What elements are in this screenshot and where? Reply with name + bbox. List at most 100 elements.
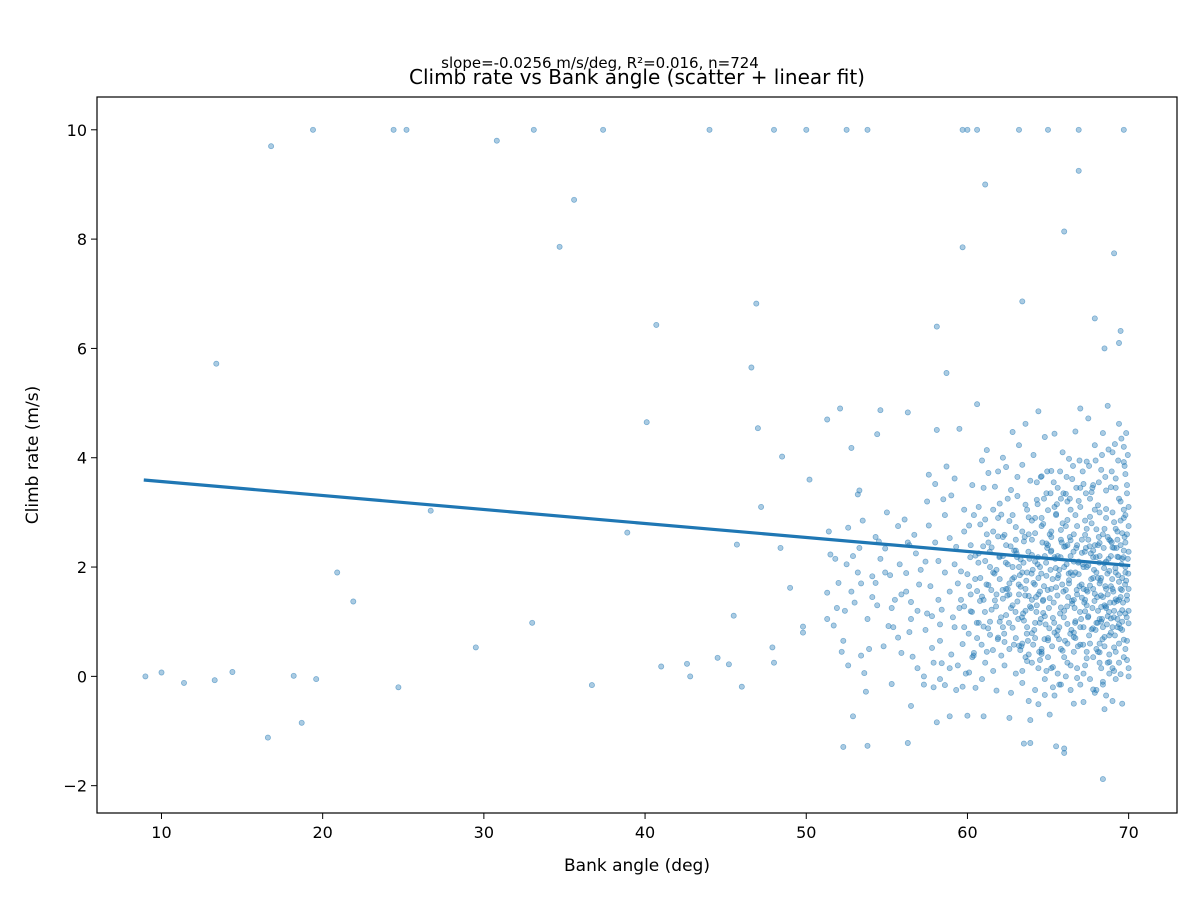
data-point xyxy=(268,143,275,150)
data-point xyxy=(991,570,998,577)
data-point xyxy=(987,631,993,638)
data-point xyxy=(959,244,966,251)
data-point xyxy=(1123,430,1130,437)
data-point xyxy=(982,558,989,564)
data-point xyxy=(827,551,834,558)
data-point xyxy=(1049,684,1056,691)
data-point xyxy=(1095,479,1102,486)
data-point xyxy=(1045,637,1051,644)
data-point xyxy=(998,652,1005,659)
data-point xyxy=(946,535,953,542)
data-point xyxy=(929,613,935,620)
data-point xyxy=(1019,461,1026,468)
data-point xyxy=(748,364,755,371)
data-point xyxy=(1116,659,1122,666)
data-point xyxy=(983,581,990,588)
data-point xyxy=(653,321,660,328)
data-point xyxy=(1117,594,1124,601)
data-point xyxy=(987,618,993,625)
data-point xyxy=(1031,581,1038,588)
data-point xyxy=(1016,591,1022,598)
data-point xyxy=(1032,687,1039,693)
data-point xyxy=(1001,638,1008,645)
data-point xyxy=(1099,531,1106,538)
data-point xyxy=(1025,698,1032,704)
data-point xyxy=(1038,514,1045,521)
data-point xyxy=(1002,559,1009,566)
data-point xyxy=(1077,624,1084,631)
data-point xyxy=(833,605,840,611)
data-point xyxy=(229,669,236,675)
data-point xyxy=(1124,596,1130,603)
data-point xyxy=(310,126,316,133)
data-point xyxy=(990,667,997,674)
data-point xyxy=(1095,542,1101,549)
data-point xyxy=(888,681,895,687)
data-point xyxy=(1101,643,1108,650)
data-point xyxy=(1125,503,1132,510)
data-point xyxy=(1109,624,1116,631)
data-point xyxy=(1109,576,1116,583)
data-point xyxy=(980,713,987,720)
data-point xyxy=(1048,665,1055,672)
data-point xyxy=(1039,597,1046,604)
data-point xyxy=(427,507,434,514)
x-tick-label: 60 xyxy=(957,823,977,842)
data-point xyxy=(1006,518,1013,525)
data-point xyxy=(943,370,950,376)
data-point xyxy=(1046,531,1053,538)
y-tick-label: 10 xyxy=(67,121,87,140)
data-point xyxy=(824,589,831,596)
data-point xyxy=(980,484,987,491)
data-point xyxy=(1019,528,1026,535)
x-tick-label: 70 xyxy=(1118,823,1138,842)
data-point xyxy=(1077,484,1084,491)
data-point xyxy=(1104,402,1111,409)
data-point xyxy=(771,126,777,133)
data-point xyxy=(1037,473,1044,480)
data-point xyxy=(1074,665,1081,672)
data-point xyxy=(996,500,1003,507)
data-point xyxy=(1071,605,1078,611)
data-point xyxy=(932,539,939,546)
data-point xyxy=(1072,635,1079,642)
data-point xyxy=(1112,565,1119,572)
data-point xyxy=(1056,624,1063,631)
data-point xyxy=(1106,651,1113,658)
data-point xyxy=(1045,635,1051,642)
data-point xyxy=(1104,659,1111,666)
data-point xyxy=(1054,484,1061,491)
data-point xyxy=(1007,543,1014,550)
data-point xyxy=(1077,405,1084,412)
data-point xyxy=(874,431,881,438)
data-point xyxy=(1070,648,1077,655)
data-point xyxy=(1021,534,1028,540)
data-point xyxy=(1091,566,1097,573)
data-point xyxy=(1048,528,1055,535)
data-point xyxy=(1112,676,1119,683)
data-point xyxy=(1073,587,1080,593)
data-point xyxy=(1092,457,1099,464)
data-point xyxy=(1059,581,1066,588)
data-point xyxy=(1053,501,1060,508)
data-point xyxy=(181,679,187,686)
data-point xyxy=(1003,585,1010,592)
data-point xyxy=(1074,675,1081,681)
data-point xyxy=(472,644,479,651)
data-point xyxy=(1101,706,1108,713)
data-point xyxy=(966,583,973,590)
data-point xyxy=(1083,648,1090,655)
data-point xyxy=(1057,646,1064,652)
data-point xyxy=(890,624,897,631)
data-point xyxy=(959,641,966,648)
data-point xyxy=(1024,637,1031,644)
data-point xyxy=(213,360,220,367)
data-point xyxy=(1034,561,1041,568)
data-point xyxy=(1097,577,1104,584)
data-point xyxy=(961,624,968,631)
data-point xyxy=(999,534,1006,540)
data-point xyxy=(979,676,985,683)
data-point xyxy=(1035,701,1042,708)
data-point xyxy=(1087,640,1093,647)
data-point xyxy=(1049,643,1056,650)
